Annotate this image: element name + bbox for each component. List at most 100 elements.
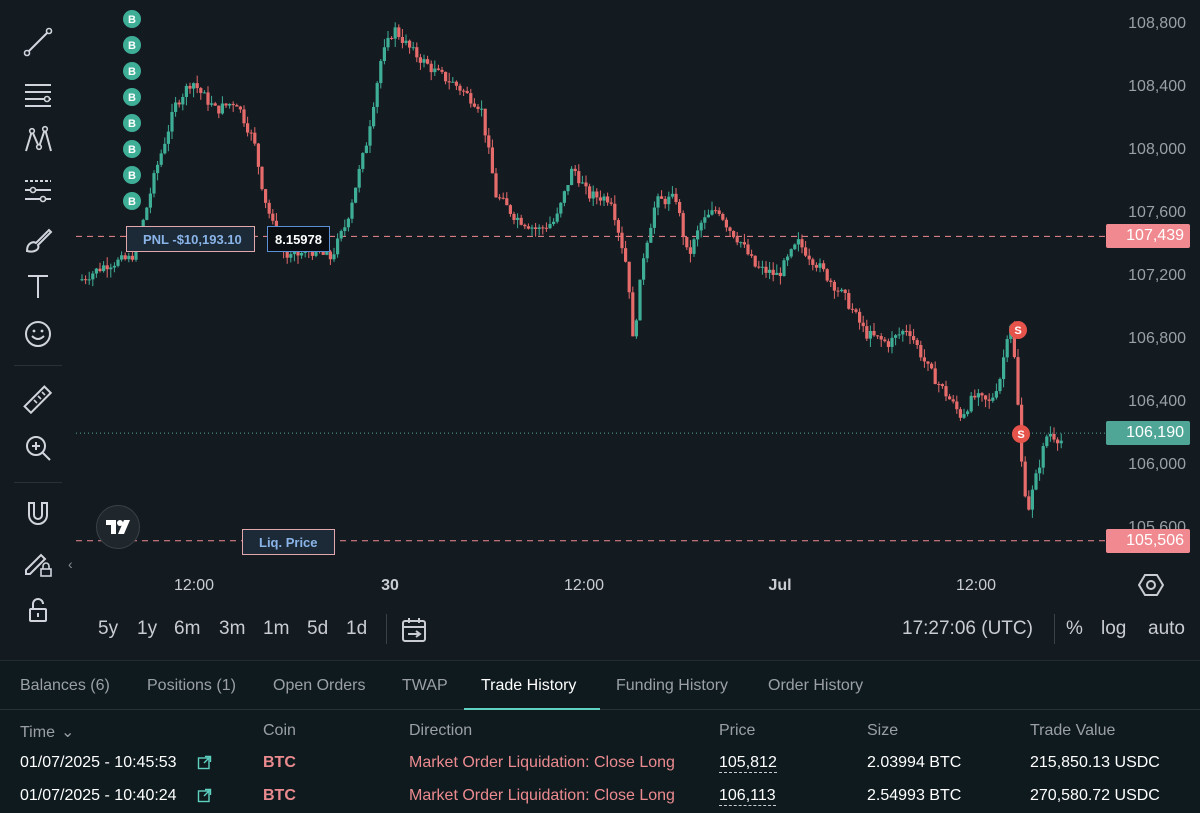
candle-body [584,182,588,187]
range-1y-button[interactable]: 1y [137,618,158,639]
candle-body [933,368,937,385]
tab-funding-history[interactable]: Funding History [616,677,729,694]
candle-body [901,330,905,335]
panel-tabs: Balances (6) Positions (1) Open Orders T… [0,661,1200,710]
trade-value: 215,850.13 USDC [1030,754,1160,771]
zoom-in-icon[interactable] [16,426,60,470]
candle-body [541,227,545,229]
candle-body [433,68,437,73]
candle-body [256,143,260,167]
horizontal-lines-icon[interactable] [16,72,60,116]
candle-body [350,202,354,219]
candle-body [483,108,487,136]
candlestick-chart[interactable]: 108,800 108,400 108,000 107,600 107,200 106,8… [76,0,1200,660]
candle-body [598,197,602,201]
trade-coin[interactable]: BTC [263,754,296,771]
magnet-icon[interactable] [16,492,60,536]
candle-body [872,330,876,336]
candle-body [624,248,628,262]
candle-body [84,279,88,281]
forecast-icon[interactable] [16,168,60,212]
column-header-time[interactable]: Time ⌄ [20,724,75,741]
trend-line-icon[interactable] [16,20,60,64]
emoji-icon[interactable] [16,312,60,356]
unlock-icon[interactable] [16,588,60,632]
buy-marker-label: B [128,14,136,26]
tab-open-orders[interactable]: Open Orders [273,677,366,694]
candle-body [494,173,498,198]
candle-body [213,103,217,106]
ruler-icon[interactable] [16,378,60,422]
percent-scale-button[interactable]: % [1066,618,1083,639]
price-chart[interactable]: 108,800 108,400 108,000 107,600 107,200 106,8… [76,0,1200,660]
pattern-icon[interactable] [16,118,60,162]
date-range-icon[interactable] [400,616,428,644]
candle-body [397,27,401,37]
candle-body [994,391,998,398]
candle-body [418,57,422,63]
trade-price[interactable]: 106,113 [719,787,776,806]
liquidation-label[interactable]: Liq. Price [242,529,335,555]
candle-body [609,202,613,204]
candle-body [552,221,556,225]
candle-body [555,213,559,222]
candle-body [969,395,973,412]
candle-body [1056,439,1060,444]
candle-body [228,103,232,106]
candle-body [285,250,289,258]
active-tab-indicator [464,708,600,710]
candle-body [192,83,196,89]
candle-body [577,171,581,184]
buy-marker-label: B [128,196,136,208]
candle-body [696,230,700,240]
sell-marker-label: S [1017,429,1024,441]
trade-time: 01/07/2025 - 10:45:53 [20,754,177,771]
auto-scale-button[interactable]: auto [1148,618,1185,639]
price-axis-label: 108,800 [1128,15,1186,32]
text-icon[interactable] [16,264,60,308]
candle-body [620,232,624,249]
candle-body [120,255,124,260]
account-panel: Balances (6) Positions (1) Open Orders T… [0,660,1200,813]
candle-body [854,309,858,312]
candle-body [130,255,134,260]
candle-body [163,143,167,154]
range-1m-button[interactable]: 1m [263,618,290,639]
range-3m-button[interactable]: 3m [219,618,246,639]
trade-price[interactable]: 105,812 [719,754,777,773]
tab-twap[interactable]: TWAP [402,677,448,694]
range-6m-button[interactable]: 6m [174,618,201,639]
candle-body [732,230,736,238]
candle-body [523,224,527,227]
column-header-trade-value: Trade Value [1030,722,1116,739]
time-axis-label: Jul [768,577,791,594]
range-5y-button[interactable]: 5y [98,618,119,639]
sort-caret-icon[interactable]: ⌄ [60,724,75,741]
tab-order-history[interactable]: Order History [768,677,864,694]
candle-body [861,322,865,327]
candle-body [206,92,210,105]
tab-trade-history[interactable]: Trade History [481,677,577,694]
external-link-icon[interactable] [197,755,212,770]
trade-coin[interactable]: BTC [263,787,296,804]
tradingview-logo-icon[interactable] [96,505,140,549]
utc-clock[interactable]: 17:27:06 (UTC) [902,618,1033,639]
candle-body [105,265,109,270]
candle-body [242,109,246,124]
log-scale-button[interactable]: log [1101,618,1127,639]
candle-body [109,267,113,270]
tab-balances[interactable]: Balances (6) [20,677,110,694]
brush-icon[interactable] [16,218,60,262]
pnl-label[interactable]: PNL -$10,193.10 [126,226,255,252]
collapse-toolbar-icon[interactable]: ‹ [68,556,73,572]
candle-body [922,357,926,362]
candle-body [832,281,836,291]
candle-body [1016,357,1020,405]
chart-settings-icon[interactable] [1138,572,1164,598]
range-5d-button[interactable]: 5d [307,618,329,639]
external-link-icon[interactable] [197,788,212,803]
range-1d-button[interactable]: 1d [346,618,368,639]
candle-body [98,268,102,272]
lock-pencil-icon[interactable] [16,540,60,584]
tab-positions[interactable]: Positions (1) [147,677,236,694]
